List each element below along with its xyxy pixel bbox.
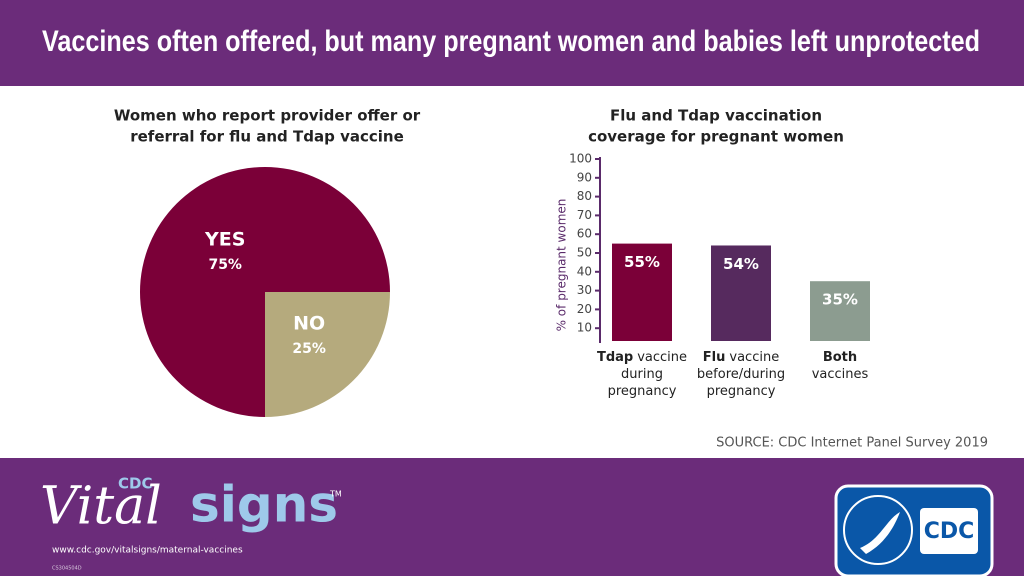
- bar: [711, 245, 771, 341]
- hhs-eagle: [860, 512, 900, 554]
- y-tick-label: 20: [577, 302, 592, 316]
- source: SOURCE: CDC Internet Panel Survey 2019: [716, 436, 988, 451]
- bar-value: 54%: [723, 255, 759, 273]
- label-word: pregnancy: [608, 384, 677, 399]
- bar: [612, 243, 672, 341]
- x-tick-label: vaccines: [812, 367, 869, 382]
- url: www.cdc.gov/vitalsigns/maternal-vaccines: [52, 546, 243, 556]
- x-tick-label: pregnancy: [608, 384, 677, 399]
- chart-title: Women who report provider offer or: [114, 107, 421, 125]
- label-word: Flu: [703, 350, 726, 365]
- label-word: Both: [823, 350, 857, 365]
- x-tick-label: pregnancy: [707, 384, 776, 399]
- label-word: pregnancy: [707, 384, 776, 399]
- pie-slice: [265, 292, 390, 417]
- y-tick-label: 10: [577, 321, 592, 335]
- y-tick-label: 70: [577, 208, 592, 222]
- chart-title: coverage for pregnant women: [588, 128, 844, 146]
- chart-title: referral for flu and Tdap vaccine: [130, 128, 404, 146]
- code: CS304504D: [52, 566, 82, 572]
- x-tick-label: Tdap vaccine: [597, 350, 687, 365]
- header-title: Vaccines often offered, but many pregnan…: [42, 25, 980, 58]
- cdc-logo-text: CDC: [924, 519, 975, 544]
- cdc-box: [920, 508, 978, 554]
- x-tick-label: before/during: [697, 367, 785, 382]
- y-axis-label: % of pregnant women: [555, 199, 569, 332]
- logo-signs: signs: [190, 476, 338, 534]
- slice-value: 75%: [208, 257, 242, 273]
- slice-label: NO: [293, 313, 325, 335]
- y-tick-label: 50: [577, 246, 592, 260]
- label-word: before/during: [697, 367, 785, 382]
- bar-value: 35%: [822, 291, 858, 309]
- label-word: during: [621, 367, 663, 382]
- y-tick-label: 100: [569, 152, 592, 166]
- x-tick-label: during: [621, 367, 663, 382]
- label-word: vaccines: [812, 367, 869, 382]
- label-word: vaccine: [637, 350, 687, 365]
- chart-title: Flu and Tdap vaccination: [610, 107, 822, 125]
- y-tick-label: 90: [577, 170, 592, 184]
- y-tick-label: 30: [577, 283, 592, 297]
- logo-cdc: CDC: [118, 475, 152, 493]
- slice-label: YES: [204, 229, 245, 251]
- y-tick-label: 40: [577, 264, 592, 278]
- hhs-seal: [843, 495, 913, 565]
- label-word: Tdap: [597, 350, 633, 365]
- x-tick-label: Both: [823, 350, 857, 365]
- logo-vital: Vital: [40, 477, 162, 537]
- bar: [810, 281, 870, 341]
- logo-tm: TM: [329, 490, 342, 499]
- header-bar: [0, 0, 1024, 86]
- slice-value: 25%: [292, 341, 326, 357]
- bar-value: 55%: [624, 253, 660, 271]
- y-tick-label: 60: [577, 227, 592, 241]
- x-tick-label: Flu vaccine: [703, 350, 779, 365]
- label-word: vaccine: [729, 350, 779, 365]
- y-tick-label: 80: [577, 189, 592, 203]
